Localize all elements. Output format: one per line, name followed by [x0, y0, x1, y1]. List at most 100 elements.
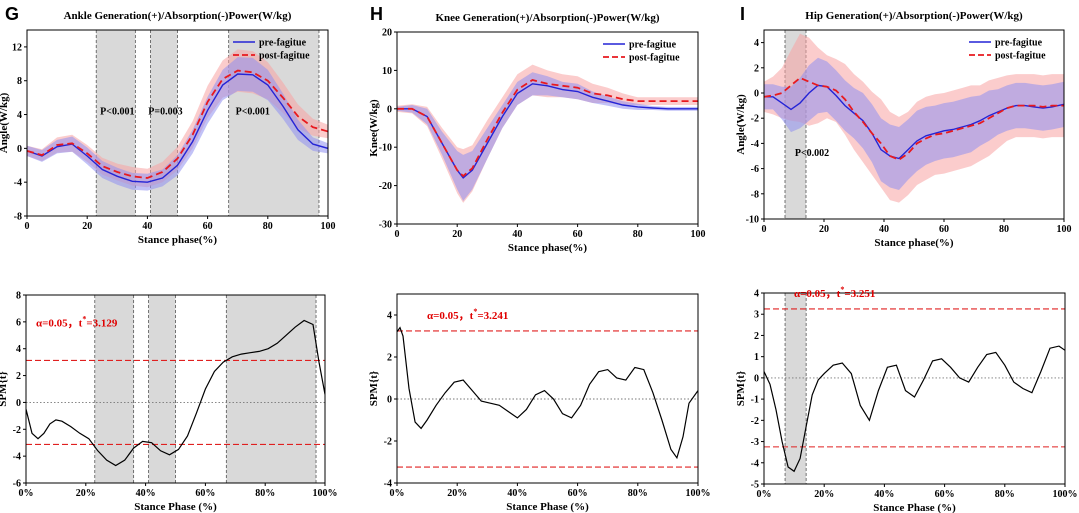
y-tick-label: -6	[751, 164, 759, 175]
chart-G: 0 20 40 60 80 100 -8 -4 0 4 8 12 Stance phase(%) Angl…	[0, 4, 336, 246]
significance-region	[785, 293, 807, 484]
y-tick-label: -2	[751, 416, 759, 427]
x-tick-label: 60%	[195, 488, 215, 499]
y-tick-label: -4	[751, 458, 759, 469]
chart-I-spm: 0% 20% 40% 60% 80% 100% -5 -4 -3 -2 -1 0 1 2 3 4 Stance …	[735, 285, 1078, 513]
alpha-superscript: *	[82, 314, 86, 323]
alpha-threshold-label: α=0.05，t*=3.241	[427, 307, 508, 322]
y-tick-label: 0	[17, 144, 22, 155]
y-tick-label: -4	[384, 479, 392, 490]
alpha-threshold-label: α=0.05，t*=3.251	[794, 285, 875, 300]
y-tick-label: 2	[754, 331, 759, 342]
x-axis-label: Stance phase(%)	[508, 242, 587, 254]
x-tick-label: 20	[452, 229, 462, 240]
y-tick-label: 8	[16, 291, 21, 302]
x-tick-label: 40	[879, 224, 889, 235]
y-tick-label: 4	[754, 289, 759, 300]
post-legend-label: post-fagitue	[629, 53, 680, 64]
x-axis-label: Stance phase(%)	[874, 237, 953, 249]
plot-frame	[763, 292, 1066, 485]
plot-area	[26, 295, 325, 483]
post-legend-label: post-fagitue	[259, 51, 310, 62]
y-tick-label: -3	[751, 437, 759, 448]
plot-frame	[396, 293, 699, 484]
x-tick-label: 0%	[757, 489, 772, 500]
y-tick-label: -10	[379, 143, 392, 154]
p-value-annotation: P=0.003	[148, 107, 182, 118]
x-tick-label: 40	[142, 221, 152, 232]
y-tick-label: 4	[387, 311, 392, 322]
chart-G-spm: 0% 20% 40% 60% 80% 100% -6 -4 -2 0 2 4 6 8 Stance Phas…	[0, 291, 338, 513]
y-tick-label: -2	[751, 114, 759, 125]
y-tick-label: -4	[13, 452, 21, 463]
x-axis-label: Stance Phase (%)	[873, 502, 956, 513]
x-tick-label: 60	[573, 229, 583, 240]
x-tick-label: 80%	[995, 489, 1015, 500]
p-value-annotation: P<0.002	[795, 148, 829, 159]
y-tick-label: -4	[751, 139, 759, 150]
alpha-superscript: *	[840, 285, 844, 294]
y-axis-label: SPM{t}	[0, 371, 9, 407]
alpha-threshold-label: α=0.05，t*=3.129	[36, 314, 118, 329]
y-tick-label: -1	[751, 395, 759, 406]
x-tick-label: 60	[939, 224, 949, 235]
x-tick-label: 20	[819, 224, 829, 235]
x-axis-label: Stance Phase (%)	[506, 501, 589, 513]
spm-t-curve	[764, 345, 1065, 473]
chart-title: Hip Generation(+)/Absorption(-)Power(W/k…	[805, 10, 1023, 22]
x-tick-label: 100%	[686, 488, 711, 499]
y-tick-label: 20	[382, 28, 392, 39]
plot-area	[764, 293, 1065, 484]
spm-t-curve	[397, 326, 698, 460]
plot-area	[397, 64, 698, 203]
post-fatigue-mean-line	[27, 69, 328, 179]
x-tick-label: 0%	[390, 488, 405, 499]
y-tick-label: -5	[751, 480, 759, 491]
alpha-text: α=0.05，t	[36, 317, 83, 329]
x-tick-label: 20	[82, 221, 92, 232]
x-tick-label: 100%	[1053, 489, 1078, 500]
y-tick-label: 12	[12, 42, 22, 53]
y-tick-label: 6	[16, 317, 21, 328]
pre-fatigue-sd-band	[764, 57, 1064, 191]
y-tick-label: 3	[754, 310, 759, 321]
pre-fatigue-sd-band	[27, 57, 328, 191]
alpha-text: α=0.05，t	[794, 288, 841, 300]
y-tick-label: -6	[13, 479, 21, 490]
y-tick-label: 2	[754, 63, 759, 74]
x-tick-label: 40%	[874, 489, 894, 500]
y-tick-label: -4	[14, 178, 22, 189]
y-tick-label: -8	[14, 212, 22, 223]
significance-region	[94, 295, 134, 483]
alpha-value: =3.129	[86, 317, 118, 329]
x-tick-label: 100	[321, 221, 336, 232]
y-axis-label: Knee(W/kg)	[368, 99, 380, 157]
x-tick-label: 80%	[628, 488, 648, 499]
x-tick-label: 100	[1057, 224, 1072, 235]
y-axis-label: Angle(W/kg)	[0, 92, 10, 153]
y-tick-label: 4	[16, 344, 21, 355]
x-tick-label: 100	[691, 229, 706, 240]
alpha-superscript: *	[473, 307, 477, 316]
x-tick-label: 40%	[136, 488, 156, 499]
alpha-value: =3.241	[477, 310, 508, 322]
panel-letter: I	[740, 4, 745, 24]
y-tick-label: -8	[751, 189, 759, 200]
post-legend-label: post-fagitue	[995, 51, 1046, 62]
x-tick-label: 60%	[935, 489, 955, 500]
y-tick-label: 8	[17, 76, 22, 87]
x-tick-label: 80	[263, 221, 273, 232]
x-tick-label: 100%	[313, 488, 338, 499]
x-tick-label: 0	[395, 229, 400, 240]
p-value-annotation: P<0.001	[236, 107, 270, 118]
pre-fatigue-mean-line	[27, 73, 328, 183]
plot-area	[27, 30, 328, 216]
significance-region	[148, 295, 176, 483]
x-axis-label: Stance Phase (%)	[134, 501, 217, 513]
y-tick-label: 10	[382, 66, 392, 77]
y-tick-label: 2	[16, 371, 21, 382]
x-tick-label: 80	[633, 229, 643, 240]
significance-region	[226, 295, 317, 483]
x-tick-label: 0	[762, 224, 767, 235]
chart-title: Ankle Generation(+)/Absorption(-)Power(W…	[64, 10, 292, 22]
